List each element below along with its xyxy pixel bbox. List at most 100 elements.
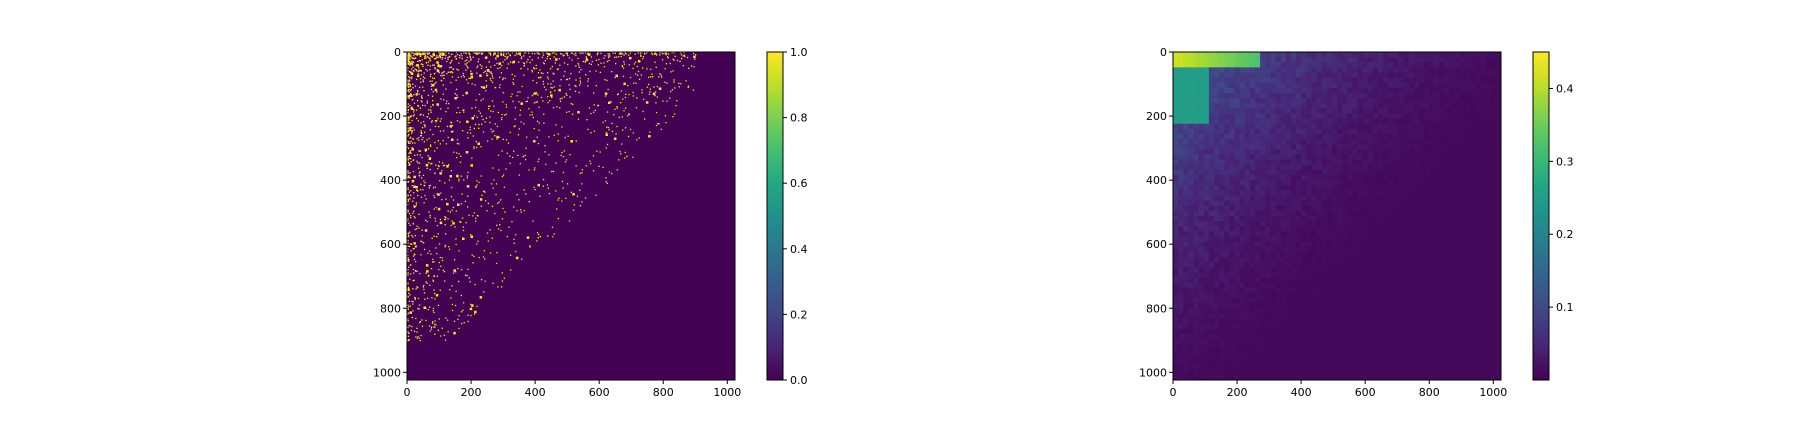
heatmap-cell [1326,241,1333,248]
heatmap-cell [1316,262,1322,268]
heatmap-cell [1347,98,1353,104]
heatmap-cell [1311,226,1317,232]
heatmap-cell [1173,169,1179,176]
heatmap-cell [1229,57,1235,63]
data-point [436,119,438,122]
data-point [531,52,533,55]
heatmap-cell [1347,200,1353,207]
heatmap-cell [1203,257,1210,263]
data-point [687,86,689,88]
heatmap-cell [1224,210,1230,217]
heatmap-cell [1244,216,1251,222]
heatmap-cell [1301,67,1307,73]
data-point [563,150,565,152]
data-point [516,95,518,97]
data-point [481,123,483,125]
heatmap-cell [1449,164,1456,171]
heatmap-cell [1439,210,1445,217]
data-point [409,294,411,296]
heatmap-cell [1362,134,1369,140]
heatmap-cell [1352,236,1358,242]
heatmap-cell [1495,277,1501,283]
data-point [411,119,413,122]
data-point [425,163,429,167]
heatmap-cell [1362,246,1369,253]
data-point [582,52,584,54]
heatmap-cell [1342,103,1348,109]
heatmap-cell [1465,62,1471,68]
heatmap-cell [1198,139,1205,145]
data-point [604,55,606,57]
heatmap-cell [1255,221,1261,227]
heatmap-cell [1239,180,1246,186]
data-point [430,85,433,87]
data-point [413,102,416,104]
heatmap-cell [1198,113,1205,119]
heatmap-cell [1260,226,1266,232]
heatmap-cell [1362,62,1369,68]
heatmap-cell [1408,123,1415,130]
data-point [562,55,564,57]
data-point [412,212,414,214]
data-point [695,54,697,56]
heatmap-cell [1393,282,1399,289]
data-point [444,280,446,282]
data-point [414,154,416,156]
heatmap-cell [1219,169,1225,176]
data-point [460,221,462,223]
heatmap-cell [1388,246,1394,253]
heatmap-cell [1362,108,1369,114]
heatmap-cell [1403,246,1410,253]
heatmap-cell [1265,251,1271,258]
heatmap-cell [1475,154,1481,160]
data-point [470,235,473,238]
heatmap-cell [1280,154,1287,160]
data-point [562,156,565,158]
heatmap-cell [1352,251,1358,258]
heatmap-cell [1265,159,1271,166]
data-point [433,311,435,314]
heatmap-cell [1439,98,1445,104]
heatmap-cell [1465,287,1471,294]
data-point [569,77,571,80]
heatmap-cell [1214,251,1220,258]
data-point [414,235,417,237]
heatmap-cell [1372,118,1379,125]
data-point [654,94,656,97]
heatmap-cell [1357,52,1363,58]
heatmap-cell [1321,169,1328,176]
data-point [431,95,434,97]
data-point [407,200,409,203]
data-point [487,240,489,242]
data-point [574,90,577,92]
heatmap-cell [1306,277,1312,283]
data-point [545,163,547,166]
heatmap-cell [1475,241,1481,248]
heatmap-cell [1337,128,1343,135]
heatmap-cell [1183,287,1189,294]
data-point [514,54,516,57]
heatmap-cell [1244,77,1251,84]
data-point [683,52,685,54]
heatmap-cell [1424,149,1430,155]
heatmap-cell [1393,139,1399,145]
heatmap-cell [1362,216,1369,222]
heatmap-cell [1311,128,1317,135]
heatmap-cell [1393,93,1399,99]
heatmap-cell [1449,175,1456,181]
heatmap-cell [1208,72,1215,78]
data-point [417,297,420,300]
heatmap-cell [1347,175,1353,181]
heatmap-cell [1331,251,1338,258]
heatmap-cell [1301,185,1307,191]
data-point [565,52,567,54]
data-point [496,224,498,226]
data-point [512,82,514,84]
heatmap-cell [1470,82,1476,89]
heatmap-cell [1208,236,1215,242]
heatmap-cell [1372,134,1379,140]
heatmap-cell [1244,164,1251,171]
heatmap-cell [1331,175,1338,181]
data-point [441,327,443,329]
heatmap-cell [1280,128,1287,135]
